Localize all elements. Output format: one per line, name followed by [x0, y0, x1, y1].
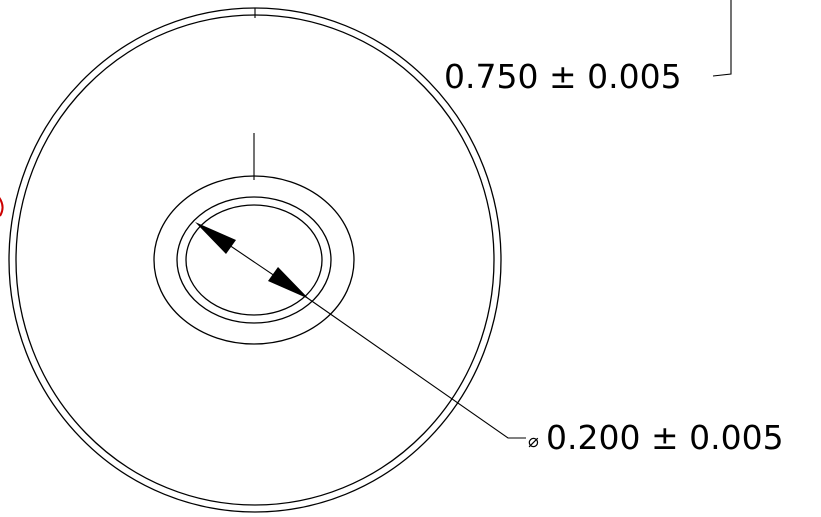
depth-dimension-label: 0.750 ± 0.005	[444, 57, 682, 96]
depth-dimension-leader	[712, 0, 732, 77]
diameter-dimension-label: 0.200 ± 0.005	[546, 418, 784, 457]
diameter-arrow-top-left	[195, 222, 236, 254]
diameter-leader-line	[305, 296, 526, 439]
outer-rim-inner-circle	[15, 14, 495, 506]
diameter-arrow-bottom-right	[268, 267, 309, 299]
outer-rim-circle	[8, 7, 502, 513]
diameter-symbol: ⌀	[528, 431, 539, 452]
edge-red-mark	[0, 197, 4, 217]
bore-inner-circle	[185, 204, 323, 316]
bore-counterbore-circle	[153, 175, 355, 345]
bore-outer-circle	[176, 196, 332, 324]
